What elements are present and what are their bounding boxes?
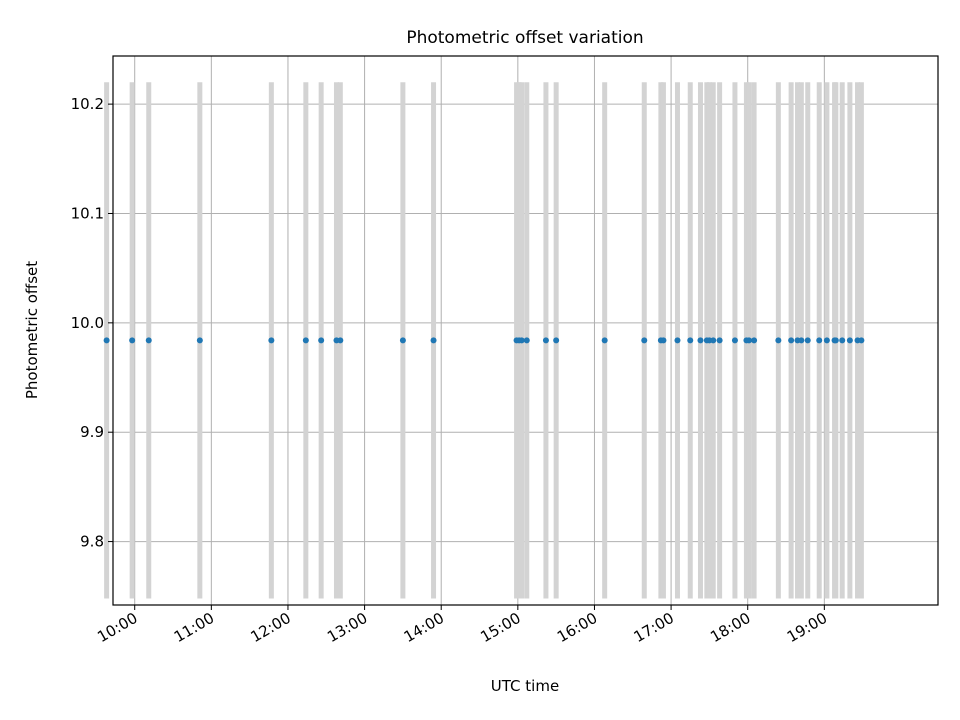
y-axis-label: Photometric offset — [23, 261, 41, 399]
y-tick-label: 9.9 — [80, 423, 104, 441]
data-point — [858, 337, 865, 344]
y-axis-ticks: 9.8 9.9 10.0 10.1 10.2 — [71, 95, 113, 551]
data-point — [751, 337, 758, 344]
y-tick-label: 9.8 — [80, 533, 104, 551]
data-point — [302, 337, 309, 344]
data-point — [716, 337, 723, 344]
data-point — [660, 337, 667, 344]
plot-frame — [112, 55, 939, 606]
data-point — [674, 337, 681, 344]
data-point — [518, 337, 525, 344]
y-tick-label: 10.1 — [71, 204, 104, 222]
data-point — [823, 337, 830, 344]
data-point — [523, 337, 530, 344]
data-point — [196, 337, 203, 344]
data-point — [399, 337, 406, 344]
data-point — [839, 337, 846, 344]
data-point — [129, 337, 136, 344]
data-point — [601, 337, 608, 344]
data-point — [103, 337, 110, 344]
data-point — [846, 337, 853, 344]
data-point — [553, 337, 560, 344]
data-point — [268, 337, 275, 344]
data-point — [641, 337, 648, 344]
data-point — [710, 337, 717, 344]
data-point — [816, 337, 823, 344]
data-point — [745, 337, 752, 344]
data-point — [337, 337, 344, 344]
chart-title: Photometric offset variation — [406, 28, 643, 48]
data-point — [788, 337, 795, 344]
data-point — [697, 337, 704, 344]
data-point — [145, 337, 152, 344]
data-point — [775, 337, 782, 344]
y-tick-label: 10.2 — [71, 95, 104, 113]
data-point — [832, 337, 839, 344]
data-point — [687, 337, 694, 344]
data-points — [103, 337, 865, 344]
data-point — [542, 337, 549, 344]
x-axis-label: UTC time — [491, 677, 559, 695]
data-point — [804, 337, 811, 344]
data-point — [731, 337, 738, 344]
data-point — [318, 337, 325, 344]
y-tick-label: 10.0 — [71, 314, 104, 332]
data-point — [430, 337, 437, 344]
data-point — [798, 337, 805, 344]
